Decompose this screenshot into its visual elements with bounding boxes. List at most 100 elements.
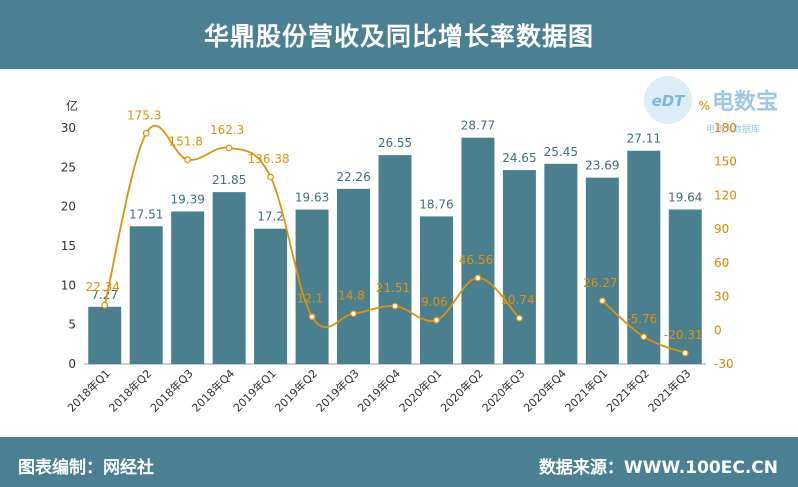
x-category-label: 2019年Q3 xyxy=(313,366,362,415)
growth-rate-point xyxy=(433,316,440,324)
x-category-label: 2021年Q2 xyxy=(603,366,652,415)
growth-rate-label: 151.8 xyxy=(168,135,202,149)
growth-rate-label: 14.8 xyxy=(338,289,365,303)
revenue-bar xyxy=(254,228,288,364)
x-category-label: 2020年Q4 xyxy=(520,366,569,415)
growth-rate-label: 22.34 xyxy=(86,280,120,294)
growth-rate-label: 21.51 xyxy=(376,281,410,295)
bar-value-label: 24.65 xyxy=(502,151,536,165)
bar-value-label: 7.27 xyxy=(91,288,118,302)
growth-rate-point xyxy=(681,349,689,357)
growth-rate-label: 46.56 xyxy=(459,253,493,267)
growth-rate-point xyxy=(308,313,316,321)
left-axis-tick-label: 10 xyxy=(61,278,76,292)
left-axis-tick-label: 0 xyxy=(68,357,76,371)
footer-banner: 图表编制：网经社 数据来源：WWW.100EC.CN xyxy=(0,437,798,487)
growth-rate-point xyxy=(101,301,109,309)
right-axis-tick-label: 180 xyxy=(714,121,737,135)
right-axis-tick-label: 60 xyxy=(714,256,729,270)
revenue-bar xyxy=(668,209,702,364)
revenue-bar xyxy=(461,137,495,364)
revenue-bar xyxy=(337,188,371,364)
growth-rate-label: 162.3 xyxy=(210,123,244,137)
revenue-bar xyxy=(212,192,246,364)
watermark-logo-icon xyxy=(644,76,692,124)
x-category-label: 2019年Q4 xyxy=(355,366,404,415)
right-axis-unit: % xyxy=(699,99,710,113)
watermark-logo-text: eDT xyxy=(652,92,687,110)
growth-rate-point xyxy=(267,173,275,181)
growth-rate-point xyxy=(225,144,233,152)
x-category-label: 2020年Q2 xyxy=(438,366,487,415)
revenue-bar xyxy=(378,155,412,364)
growth-rate-label: 175.3 xyxy=(127,108,161,122)
x-category-label: 2021年Q3 xyxy=(645,366,694,415)
revenue-bar xyxy=(129,226,163,364)
title-banner: 华鼎股份营收及同比增长率数据图 xyxy=(0,0,798,69)
bar-value-label: 19.64 xyxy=(668,190,702,204)
watermark-brand: 电数宝 xyxy=(712,89,778,115)
growth-rate-point xyxy=(184,156,192,164)
x-category-label: 2019年Q2 xyxy=(272,366,321,415)
growth-rate-label: 26.27 xyxy=(583,276,617,290)
revenue-bar xyxy=(627,150,661,364)
editor-credit: 图表编制：网经社 xyxy=(18,458,154,478)
bar-value-label: 19.39 xyxy=(170,192,204,206)
growth-rate-label: 12.1 xyxy=(297,292,324,306)
x-category-label: 2020年Q1 xyxy=(396,366,445,415)
x-category-label: 2020年Q3 xyxy=(479,366,528,415)
revenue-bar xyxy=(419,216,453,364)
growth-rate-label: 136.38 xyxy=(248,152,290,166)
growth-rate-label: 10.74 xyxy=(500,293,534,307)
revenue-bar xyxy=(502,170,536,364)
revenue-bar xyxy=(544,163,578,364)
left-axis-tick-label: 30 xyxy=(61,121,76,135)
revenue-bar xyxy=(171,211,205,364)
left-axis-tick-label: 20 xyxy=(61,200,76,214)
bar-value-label: 27.11 xyxy=(627,132,661,146)
growth-rate-point xyxy=(640,333,648,341)
watermark-subtitle: 电商大数据库 xyxy=(706,123,760,135)
x-category-label: 2018年Q4 xyxy=(189,366,238,415)
bar-value-label: 25.45 xyxy=(544,145,578,159)
right-axis-tick-label: 0 xyxy=(714,323,722,337)
left-axis-tick-label: 15 xyxy=(61,239,76,253)
x-category-label: 2018年Q3 xyxy=(147,366,196,415)
right-axis-tick-label: 150 xyxy=(714,155,737,169)
left-axis-tick-label: 5 xyxy=(68,318,76,332)
growth-rate-point xyxy=(474,274,482,282)
x-category-label: 2018年Q1 xyxy=(64,366,113,415)
right-axis-tick-label: -30 xyxy=(714,357,734,371)
bar-value-label: 26.55 xyxy=(378,136,412,150)
growth-rate-point xyxy=(142,129,150,137)
bar-value-label: 21.85 xyxy=(212,173,246,187)
x-category-label: 2021年Q1 xyxy=(562,366,611,415)
right-axis-tick-label: 90 xyxy=(714,222,729,236)
bar-value-label: 23.69 xyxy=(585,159,619,173)
left-axis-unit: 亿 xyxy=(66,98,78,113)
chart-title: 华鼎股份营收及同比增长率数据图 xyxy=(203,22,594,51)
growth-rate-label: -5.76 xyxy=(626,312,657,326)
growth-rate-point xyxy=(598,297,606,305)
bar-value-label: 17.51 xyxy=(129,207,163,221)
growth-rate-label: 9.06 xyxy=(421,295,448,309)
growth-rate-point xyxy=(516,314,523,322)
right-axis-tick-label: 30 xyxy=(714,290,729,304)
growth-rate-line xyxy=(103,124,521,329)
bar-value-label: 28.77 xyxy=(461,119,495,133)
x-category-label: 2019年Q1 xyxy=(230,366,279,415)
bar-value-label: 17.2 xyxy=(257,210,284,224)
right-axis-tick-label: 120 xyxy=(714,188,737,202)
growth-rate-point xyxy=(391,302,399,310)
revenue-bar xyxy=(585,177,619,364)
data-source: 数据来源：WWW.100EC.CN xyxy=(538,458,778,478)
bar-value-label: 19.63 xyxy=(295,191,329,205)
bar-value-label: 22.26 xyxy=(336,170,370,184)
growth-rate-label: -20.31 xyxy=(664,328,703,342)
left-axis-tick-label: 25 xyxy=(61,160,76,174)
growth-rate-point xyxy=(350,310,357,318)
revenue-bar xyxy=(88,306,122,364)
bar-value-label: 18.76 xyxy=(419,197,453,211)
